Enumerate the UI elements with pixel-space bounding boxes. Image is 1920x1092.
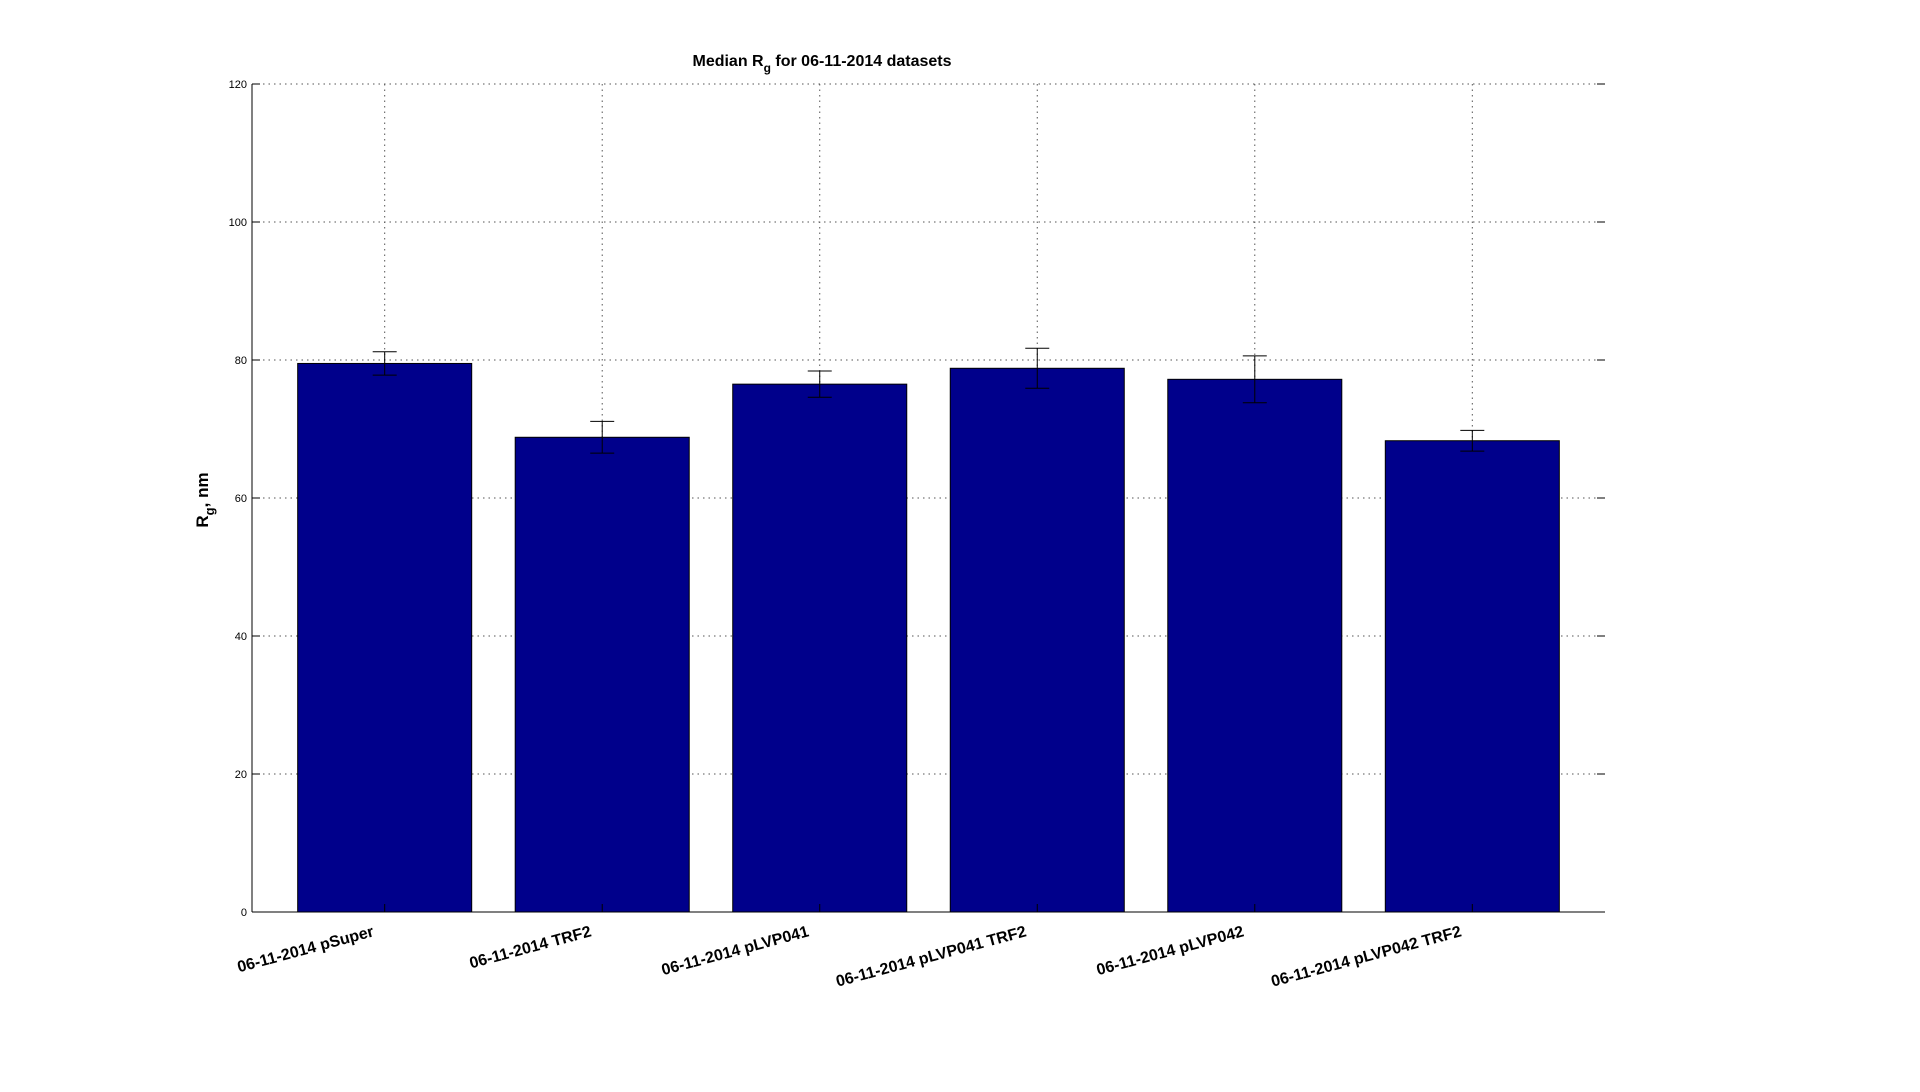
error-bars (372, 347, 1485, 454)
y-tick-label: 60 (235, 493, 247, 505)
x-tick-label: 06-11-2014 pLVP042 (1095, 923, 1246, 979)
y-tick-label: 100 (229, 217, 247, 229)
bar (1167, 378, 1343, 913)
bar (297, 362, 473, 913)
error-bar (807, 370, 832, 398)
bars (297, 362, 1560, 913)
x-tick-labels: 06-11-2014 pSuper 06-11-2014 TRF2 06-11-20… (236, 923, 1464, 990)
x-tick-label: 06-11-2014 pLVP041 TRF2 (834, 923, 1028, 990)
y-tick-label: 120 (229, 79, 247, 91)
error-bar (1460, 429, 1485, 452)
y-tick-labels: 0 20 40 60 80 100 120 (229, 79, 247, 919)
bar (1384, 440, 1560, 913)
x-tick-label: 06-11-2014 pLVP042 TRF2 (1269, 923, 1463, 990)
error-bar (590, 420, 615, 454)
bar (949, 367, 1125, 913)
bar (732, 383, 908, 913)
error-bar (372, 351, 397, 376)
axes (251, 83, 1605, 913)
y-tick-label: 80 (235, 355, 247, 367)
error-bar (1025, 347, 1050, 389)
y-tick-label: 0 (241, 907, 247, 919)
chart-title: Median Rg for 06-11-2014 datasets (692, 53, 951, 75)
y-tick-label: 40 (235, 631, 247, 643)
y-tick-label: 20 (235, 769, 247, 781)
bar (514, 436, 690, 913)
x-tick-label: 06-11-2014 TRF2 (468, 923, 594, 972)
error-bar (1242, 355, 1267, 404)
x-tick-label: 06-11-2014 pSuper (236, 923, 376, 976)
x-tick-label: 06-11-2014 pLVP041 (660, 923, 811, 979)
y-axis-label: Rg, nm (193, 472, 217, 527)
